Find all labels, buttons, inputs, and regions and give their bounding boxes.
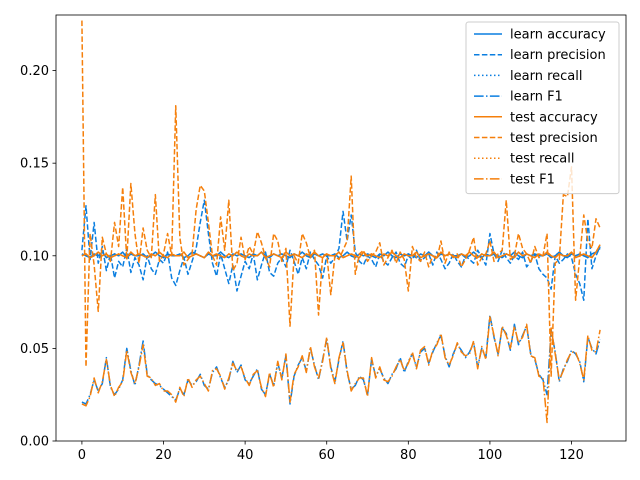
series-layer <box>81 20 601 424</box>
legend-box <box>465 21 620 195</box>
x-tick-label: 100 <box>478 448 503 463</box>
legend-label: learn F1 <box>510 90 563 105</box>
y-tick-label: 0.10 <box>20 249 49 264</box>
series-line-test-f1 <box>81 316 601 424</box>
series-line-test-accuracy <box>81 244 601 259</box>
axes-frame <box>55 14 627 442</box>
x-tick-label: 40 <box>237 448 254 463</box>
y-tick-label: 0.00 <box>20 435 49 450</box>
legend: learn accuracy learn precision learn recal… <box>465 21 620 195</box>
legend-entry-test-accuracy: test accuracy <box>474 110 598 125</box>
x-tick-label: 0 <box>78 448 86 463</box>
legend-label: test precision <box>510 131 598 146</box>
y-tick-label: 0.20 <box>20 64 49 79</box>
y-tick-label: 0.05 <box>20 342 49 357</box>
x-tick-label: 60 <box>318 448 335 463</box>
x-tick-label: 80 <box>400 448 417 463</box>
y-axis: 0.00 0.05 0.10 0.15 0.20 <box>20 64 56 450</box>
legend-label: learn precision <box>510 48 606 63</box>
legend-entry-test-recall: test recall <box>474 152 575 167</box>
x-axis: 0 20 40 60 80 100 120 <box>78 441 584 463</box>
legend-entry-test-f1: test F1 <box>474 172 555 187</box>
x-tick-label: 120 <box>559 448 584 463</box>
y-tick-label: 0.15 <box>20 157 49 172</box>
legend-entry-learn-accuracy: learn accuracy <box>474 28 606 43</box>
legend-entry-learn-precision: learn precision <box>474 48 606 63</box>
legend-label: test recall <box>510 152 575 167</box>
legend-entry-learn-f1: learn F1 <box>474 90 563 105</box>
legend-label: test accuracy <box>510 110 598 125</box>
legend-label: test F1 <box>510 172 555 187</box>
legend-label: learn recall <box>510 69 582 84</box>
legend-entry-test-precision: test precision <box>474 131 598 146</box>
legend-label: learn accuracy <box>510 28 606 43</box>
legend-entry-learn-recall: learn recall <box>474 69 582 84</box>
x-tick-label: 20 <box>155 448 172 463</box>
series-line-learn-f1 <box>81 314 601 405</box>
